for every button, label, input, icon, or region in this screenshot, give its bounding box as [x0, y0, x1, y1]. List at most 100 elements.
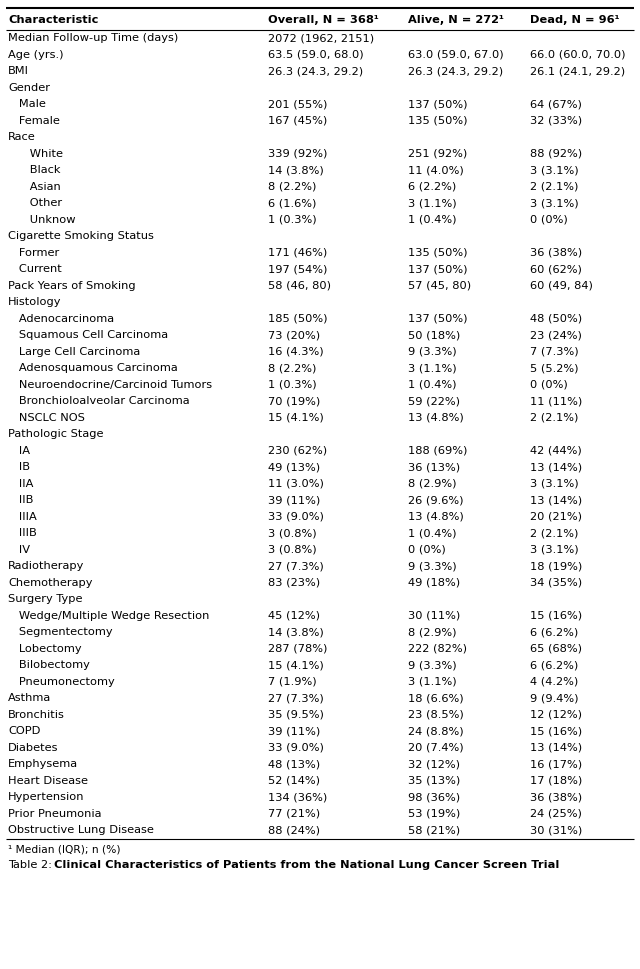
Text: Table 2:: Table 2: [8, 860, 56, 870]
Text: White: White [8, 149, 63, 159]
Text: 33 (9.0%): 33 (9.0%) [268, 512, 324, 521]
Text: 135 (50%): 135 (50%) [408, 115, 467, 126]
Text: 23 (8.5%): 23 (8.5%) [408, 709, 464, 720]
Text: 287 (78%): 287 (78%) [268, 643, 328, 654]
Text: 23 (24%): 23 (24%) [530, 330, 582, 340]
Text: 30 (31%): 30 (31%) [530, 826, 582, 835]
Text: Pneumonectomy: Pneumonectomy [8, 676, 115, 687]
Text: 6 (6.2%): 6 (6.2%) [530, 660, 579, 671]
Text: 39 (11%): 39 (11%) [268, 726, 320, 736]
Text: 60 (62%): 60 (62%) [530, 265, 582, 274]
Text: 339 (92%): 339 (92%) [268, 149, 328, 159]
Text: 39 (11%): 39 (11%) [268, 495, 320, 505]
Text: 7 (7.3%): 7 (7.3%) [530, 347, 579, 357]
Text: 8 (2.2%): 8 (2.2%) [268, 363, 316, 373]
Text: 201 (55%): 201 (55%) [268, 99, 328, 109]
Text: 52 (14%): 52 (14%) [268, 776, 320, 786]
Text: Former: Former [8, 248, 60, 258]
Text: 251 (92%): 251 (92%) [408, 149, 467, 159]
Text: 13 (14%): 13 (14%) [530, 462, 582, 472]
Text: 13 (4.8%): 13 (4.8%) [408, 512, 464, 521]
Text: Pathologic Stage: Pathologic Stage [8, 429, 104, 439]
Text: Large Cell Carcinoma: Large Cell Carcinoma [8, 347, 140, 357]
Text: Other: Other [8, 199, 62, 208]
Text: 70 (19%): 70 (19%) [268, 396, 320, 406]
Text: 35 (13%): 35 (13%) [408, 776, 460, 786]
Text: 3 (1.1%): 3 (1.1%) [408, 676, 456, 687]
Text: 36 (38%): 36 (38%) [530, 793, 582, 802]
Text: 48 (50%): 48 (50%) [530, 314, 582, 324]
Text: Histology: Histology [8, 297, 61, 307]
Text: Bilobectomy: Bilobectomy [8, 660, 90, 671]
Text: Black: Black [8, 166, 61, 175]
Text: 32 (12%): 32 (12%) [408, 760, 460, 769]
Text: 88 (92%): 88 (92%) [530, 149, 582, 159]
Text: 0 (0%): 0 (0%) [530, 215, 568, 225]
Text: 9 (9.4%): 9 (9.4%) [530, 693, 579, 703]
Text: Race: Race [8, 132, 36, 142]
Text: 13 (4.8%): 13 (4.8%) [408, 413, 464, 422]
Text: Heart Disease: Heart Disease [8, 776, 88, 786]
Text: 20 (7.4%): 20 (7.4%) [408, 743, 463, 753]
Text: 20 (21%): 20 (21%) [530, 512, 582, 521]
Text: 1 (0.3%): 1 (0.3%) [268, 215, 317, 225]
Text: 230 (62%): 230 (62%) [268, 446, 327, 455]
Text: 7 (1.9%): 7 (1.9%) [268, 676, 317, 687]
Text: 1 (0.4%): 1 (0.4%) [408, 380, 456, 390]
Text: 36 (38%): 36 (38%) [530, 248, 582, 258]
Text: 15 (4.1%): 15 (4.1%) [268, 413, 324, 422]
Text: 185 (50%): 185 (50%) [268, 314, 328, 324]
Text: Diabetes: Diabetes [8, 743, 58, 753]
Text: 24 (25%): 24 (25%) [530, 809, 582, 819]
Text: 2 (2.1%): 2 (2.1%) [530, 182, 579, 192]
Text: Median Follow-up Time (days): Median Follow-up Time (days) [8, 33, 179, 44]
Text: Radiotherapy: Radiotherapy [8, 561, 84, 572]
Text: 167 (45%): 167 (45%) [268, 115, 327, 126]
Text: 49 (13%): 49 (13%) [268, 462, 320, 472]
Text: Alive, N = 272¹: Alive, N = 272¹ [408, 16, 504, 25]
Text: 3 (1.1%): 3 (1.1%) [408, 199, 456, 208]
Text: 188 (69%): 188 (69%) [408, 446, 467, 455]
Text: Overall, N = 368¹: Overall, N = 368¹ [268, 16, 379, 25]
Text: 3 (3.1%): 3 (3.1%) [530, 199, 579, 208]
Text: IV: IV [8, 545, 30, 554]
Text: 32 (33%): 32 (33%) [530, 115, 582, 126]
Text: 137 (50%): 137 (50%) [408, 265, 467, 274]
Text: 45 (12%): 45 (12%) [268, 610, 320, 621]
Text: 58 (21%): 58 (21%) [408, 826, 460, 835]
Text: 11 (4.0%): 11 (4.0%) [408, 166, 464, 175]
Text: 2 (2.1%): 2 (2.1%) [530, 528, 579, 538]
Text: 15 (4.1%): 15 (4.1%) [268, 660, 324, 671]
Text: Adenosquamous Carcinoma: Adenosquamous Carcinoma [8, 363, 178, 373]
Text: Female: Female [8, 115, 60, 126]
Text: 1 (0.3%): 1 (0.3%) [268, 380, 317, 390]
Text: 3 (3.1%): 3 (3.1%) [530, 166, 579, 175]
Text: Surgery Type: Surgery Type [8, 594, 83, 605]
Text: 42 (44%): 42 (44%) [530, 446, 582, 455]
Text: 9 (3.3%): 9 (3.3%) [408, 347, 456, 357]
Text: Unknow: Unknow [8, 215, 76, 225]
Text: Gender: Gender [8, 82, 50, 93]
Text: Adenocarcinoma: Adenocarcinoma [8, 314, 114, 324]
Text: 11 (3.0%): 11 (3.0%) [268, 479, 324, 488]
Text: Dead, N = 96¹: Dead, N = 96¹ [530, 16, 620, 25]
Text: 5 (5.2%): 5 (5.2%) [530, 363, 579, 373]
Text: 50 (18%): 50 (18%) [408, 330, 460, 340]
Text: 135 (50%): 135 (50%) [408, 248, 467, 258]
Text: 27 (7.3%): 27 (7.3%) [268, 693, 324, 703]
Text: 49 (18%): 49 (18%) [408, 578, 460, 588]
Text: Current: Current [8, 265, 61, 274]
Text: 3 (3.1%): 3 (3.1%) [530, 479, 579, 488]
Text: 16 (17%): 16 (17%) [530, 760, 582, 769]
Text: 2 (2.1%): 2 (2.1%) [530, 413, 579, 422]
Text: 3 (1.1%): 3 (1.1%) [408, 363, 456, 373]
Text: Wedge/Multiple Wedge Resection: Wedge/Multiple Wedge Resection [8, 610, 209, 621]
Text: Obstructive Lung Disease: Obstructive Lung Disease [8, 826, 154, 835]
Text: Asthma: Asthma [8, 693, 51, 703]
Text: Prior Pneumonia: Prior Pneumonia [8, 809, 102, 819]
Text: 30 (11%): 30 (11%) [408, 610, 460, 621]
Text: 53 (19%): 53 (19%) [408, 809, 460, 819]
Text: 197 (54%): 197 (54%) [268, 265, 328, 274]
Text: 36 (13%): 36 (13%) [408, 462, 460, 472]
Text: 18 (6.6%): 18 (6.6%) [408, 693, 463, 703]
